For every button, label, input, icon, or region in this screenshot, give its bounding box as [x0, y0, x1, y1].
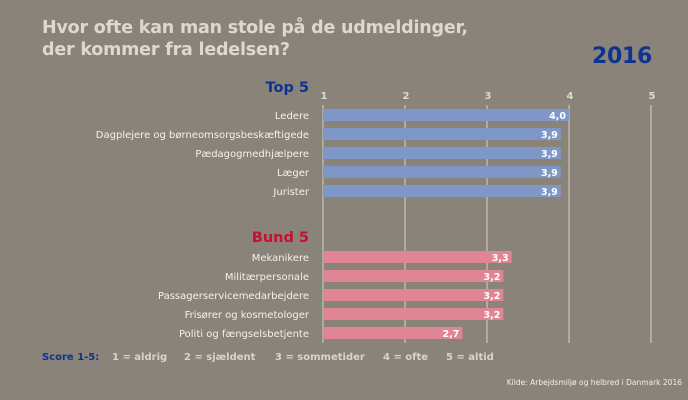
bar-groups: Top 5 Ledere 4,0 Dagplejere og børneomsorgs… — [96, 80, 569, 340]
bar — [323, 270, 504, 282]
bar — [323, 185, 561, 197]
x-axis-ticks: 1 2 3 4 5 — [321, 91, 656, 102]
category-label: Dagplejere og børneomsorgsbeskæftigede — [96, 130, 309, 141]
bar — [323, 109, 569, 121]
x-tick-label: 5 — [649, 91, 656, 102]
x-tick-label: 1 — [321, 91, 328, 102]
legend-item-5: 5 = altid — [446, 352, 494, 363]
bar — [323, 166, 561, 178]
data-label: 3,2 — [484, 310, 501, 321]
category-label: Passagerservicemedarbejdere — [158, 291, 309, 302]
bar — [323, 128, 561, 140]
bar — [323, 251, 512, 263]
category-label: Frisører og kosmetologer — [185, 310, 310, 321]
category-label: Mekanikere — [252, 253, 309, 264]
data-label: 3,3 — [492, 253, 509, 264]
gridlines — [322, 105, 652, 343]
bar-group-bottom: Bund 5 Mekanikere 3,3 Militærpersonale 3,2 Pa… — [158, 230, 512, 340]
category-label: Militærpersonale — [225, 272, 309, 283]
bar-group-top: Top 5 Ledere 4,0 Dagplejere og børneomsorgs… — [96, 80, 569, 198]
bar — [323, 327, 463, 339]
bar — [323, 308, 504, 320]
x-tick-label: 3 — [485, 91, 492, 102]
data-label: 3,9 — [541, 130, 558, 141]
data-label: 3,9 — [541, 187, 558, 198]
source-note: Kilde: Arbejdsmiljø og helbred i Danmark… — [506, 378, 682, 387]
legend-item-1: 1 = aldrig — [112, 352, 168, 363]
group-heading: Bund 5 — [252, 230, 309, 246]
category-label: Læger — [277, 168, 310, 179]
category-label: Pædagogmedhjælpere — [195, 149, 309, 160]
category-label: Politi og fængselsbetjente — [179, 329, 309, 340]
year-label: 2016 — [592, 44, 653, 69]
data-label: 3,9 — [541, 168, 558, 179]
data-label: 3,9 — [541, 149, 558, 160]
chart-title-line-1: Hvor ofte kan man stole på de udmeldinge… — [42, 18, 468, 38]
category-label: Ledere — [275, 111, 309, 122]
legend-item-3: 3 = sommetider — [275, 352, 365, 363]
legend-item-4: 4 = ofte — [383, 352, 429, 363]
group-heading: Top 5 — [266, 80, 309, 96]
data-label: 4,0 — [549, 111, 566, 122]
data-label: 3,2 — [484, 272, 501, 283]
data-label: 2,7 — [443, 329, 460, 340]
legend-label: Score 1-5: — [42, 352, 100, 363]
x-tick-label: 4 — [567, 91, 574, 102]
x-tick-label: 2 — [403, 91, 410, 102]
data-label: 3,2 — [484, 291, 501, 302]
bar — [323, 147, 561, 159]
legend-item-2: 2 = sjældent — [184, 352, 256, 363]
chart-title-line-2: der kommer fra ledelsen? — [42, 40, 290, 60]
bar — [323, 289, 504, 301]
category-label: Jurister — [272, 187, 309, 198]
chart-title: Hvor ofte kan man stole på de udmeldinge… — [42, 17, 468, 61]
